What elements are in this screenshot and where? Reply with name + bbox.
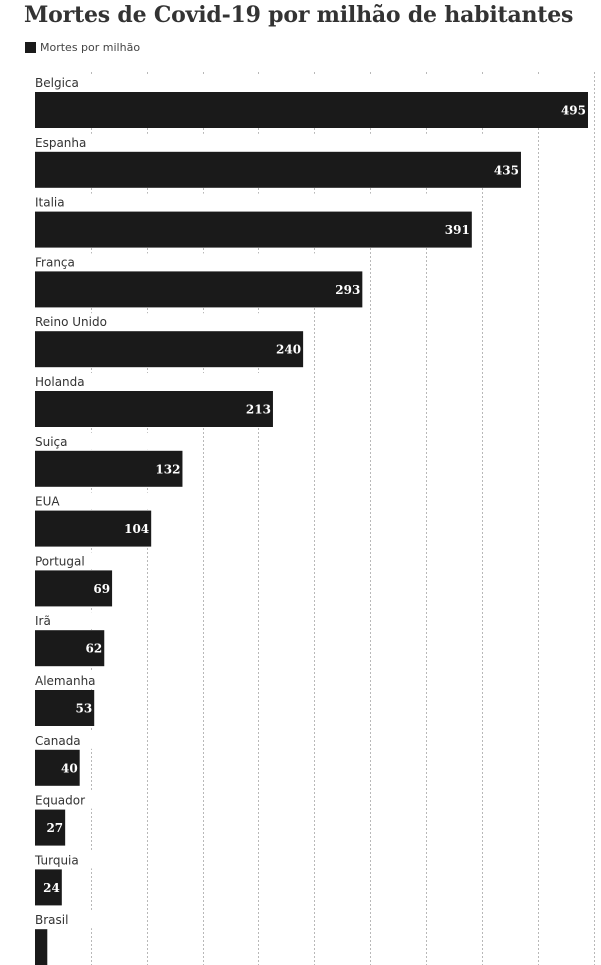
bar <box>35 929 48 965</box>
label-background <box>34 791 124 809</box>
category-label: Irã <box>35 614 51 628</box>
label-background <box>34 313 303 331</box>
value-label: 24 <box>43 881 60 895</box>
category-label: Belgica <box>35 76 79 90</box>
category-label: Suiça <box>35 435 68 449</box>
category-label: Reino Unido <box>35 315 107 329</box>
category-label: EUA <box>35 495 60 509</box>
label-background <box>34 74 587 91</box>
legend-swatch <box>25 42 36 53</box>
category-label: Italia <box>35 196 65 210</box>
label-background <box>34 731 124 749</box>
category-label: Alemanha <box>35 674 96 688</box>
bar <box>35 211 472 248</box>
label-background <box>34 672 124 689</box>
value-label: 27 <box>46 821 63 835</box>
value-label: 495 <box>561 104 586 118</box>
category-label: Canada <box>35 734 81 748</box>
value-label: 40 <box>61 761 78 775</box>
category-label: Equador <box>35 794 85 808</box>
bar <box>35 331 304 368</box>
value-label: 213 <box>246 403 271 417</box>
bar <box>35 749 80 786</box>
category-label: Holanda <box>35 375 85 389</box>
category-label: Turquia <box>34 853 79 867</box>
chart-title: Mortes de Covid-19 por milhão de habitan… <box>24 2 574 28</box>
label-background <box>34 552 124 570</box>
bar <box>35 690 95 726</box>
category-label: Brasil <box>35 913 68 927</box>
label-background <box>34 133 520 151</box>
bar <box>35 570 113 607</box>
legend: Mortes por milhão <box>25 41 140 54</box>
bar <box>35 450 183 487</box>
category-label: Espanha <box>35 136 86 150</box>
value-label: 391 <box>445 223 470 237</box>
label-background <box>34 612 124 630</box>
category-label: França <box>35 255 75 269</box>
bar <box>35 92 588 128</box>
label-background <box>34 373 272 390</box>
bar <box>35 809 66 846</box>
value-label: 104 <box>124 522 149 536</box>
value-label: 62 <box>86 642 103 656</box>
category-label: Portugal <box>35 554 85 568</box>
value-label: 69 <box>93 582 110 596</box>
bar <box>35 151 521 188</box>
bar <box>35 869 62 906</box>
label-background <box>34 492 151 510</box>
label-background <box>34 851 124 869</box>
legend-label: Mortes por milhão <box>40 41 141 54</box>
label-background <box>34 253 362 271</box>
value-label: 293 <box>335 283 360 297</box>
bar <box>35 510 152 547</box>
label-background <box>34 432 182 450</box>
bar <box>35 630 105 667</box>
value-label: 132 <box>155 462 180 476</box>
bars: Belgica 495 Espanha 435 Italia 391 França 293 Re… <box>34 74 588 965</box>
value-label: 53 <box>76 702 93 716</box>
label-background <box>34 911 124 929</box>
bar <box>35 271 363 308</box>
value-label: 240 <box>276 343 301 357</box>
value-label: 435 <box>494 163 519 177</box>
label-background <box>34 193 471 211</box>
bar <box>35 391 273 427</box>
